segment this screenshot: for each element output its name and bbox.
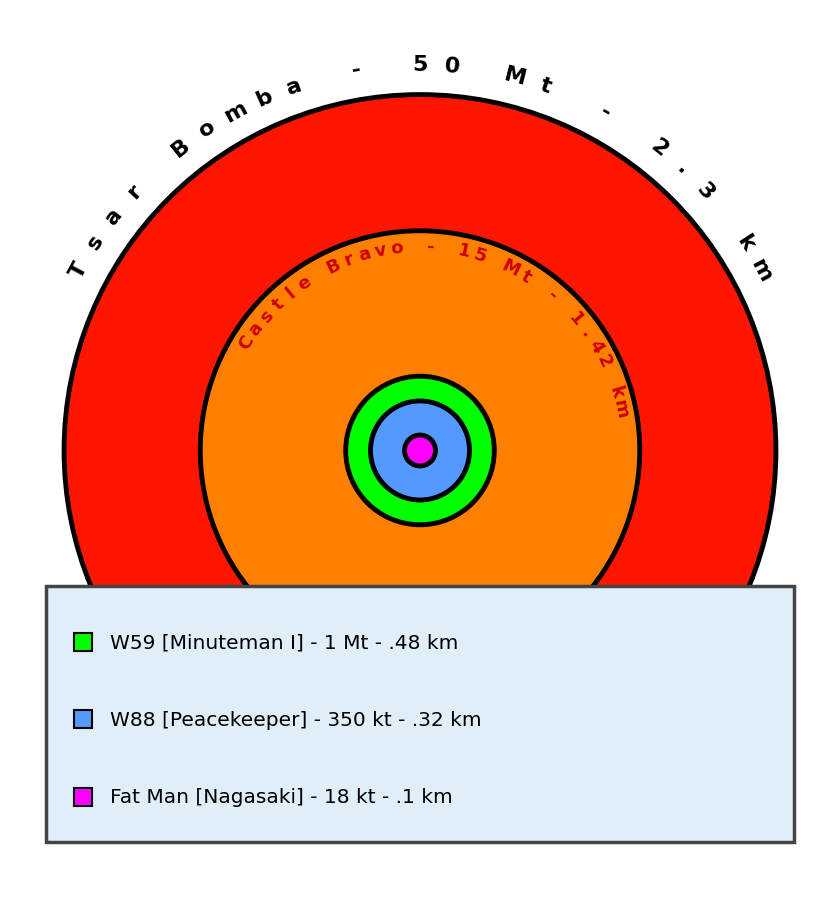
Text: s: s bbox=[83, 231, 108, 253]
Text: t: t bbox=[269, 295, 287, 314]
Text: 3: 3 bbox=[693, 179, 718, 204]
Circle shape bbox=[200, 232, 640, 670]
Text: 5: 5 bbox=[412, 55, 428, 75]
Text: s: s bbox=[256, 306, 277, 326]
Text: M: M bbox=[502, 65, 528, 89]
Bar bbox=[74, 711, 92, 729]
Text: 4: 4 bbox=[585, 336, 606, 356]
Text: r: r bbox=[123, 180, 145, 202]
Text: -: - bbox=[427, 238, 435, 256]
Text: o: o bbox=[390, 238, 404, 258]
Text: -: - bbox=[544, 287, 561, 305]
Bar bbox=[74, 788, 92, 806]
Text: 1: 1 bbox=[565, 308, 587, 330]
Text: .: . bbox=[577, 325, 596, 341]
Text: .: . bbox=[673, 159, 693, 179]
Text: o: o bbox=[196, 116, 219, 142]
Text: r: r bbox=[341, 250, 356, 270]
Text: a: a bbox=[102, 204, 126, 228]
Text: B: B bbox=[169, 134, 194, 161]
Text: e: e bbox=[294, 272, 314, 294]
Text: 5: 5 bbox=[471, 245, 489, 266]
Text: t: t bbox=[517, 266, 534, 286]
Text: 2: 2 bbox=[646, 135, 671, 161]
Text: C: C bbox=[235, 333, 258, 354]
Text: Fat Man [Nagasaki] - 18 kt - .1 km: Fat Man [Nagasaki] - 18 kt - .1 km bbox=[111, 787, 454, 806]
Text: B: B bbox=[323, 255, 343, 277]
Text: a: a bbox=[245, 318, 267, 339]
Text: -: - bbox=[349, 60, 362, 81]
Text: m: m bbox=[220, 98, 250, 126]
FancyBboxPatch shape bbox=[46, 586, 794, 842]
Text: b: b bbox=[253, 86, 276, 111]
Bar bbox=[74, 633, 92, 651]
Text: v: v bbox=[373, 241, 388, 261]
Text: W88 [Peacekeeper] - 350 kt - .32 km: W88 [Peacekeeper] - 350 kt - .32 km bbox=[111, 710, 482, 729]
Circle shape bbox=[346, 377, 494, 525]
Text: a: a bbox=[356, 244, 373, 265]
Text: a: a bbox=[283, 75, 304, 98]
Text: m: m bbox=[609, 398, 631, 419]
Text: m: m bbox=[747, 255, 775, 285]
Text: 2: 2 bbox=[593, 352, 614, 371]
Text: M: M bbox=[499, 256, 523, 281]
Text: W59 [Minuteman I] - 1 Mt - .48 km: W59 [Minuteman I] - 1 Mt - .48 km bbox=[111, 632, 459, 651]
Text: t: t bbox=[538, 75, 554, 97]
Text: k: k bbox=[732, 231, 757, 253]
Circle shape bbox=[64, 96, 776, 806]
Circle shape bbox=[405, 436, 435, 466]
Text: l: l bbox=[282, 284, 299, 302]
Text: 1: 1 bbox=[455, 242, 472, 262]
Text: 0: 0 bbox=[444, 56, 460, 78]
Text: -: - bbox=[596, 101, 614, 124]
Text: k: k bbox=[606, 384, 626, 400]
Circle shape bbox=[370, 401, 470, 501]
Text: T: T bbox=[66, 259, 92, 281]
